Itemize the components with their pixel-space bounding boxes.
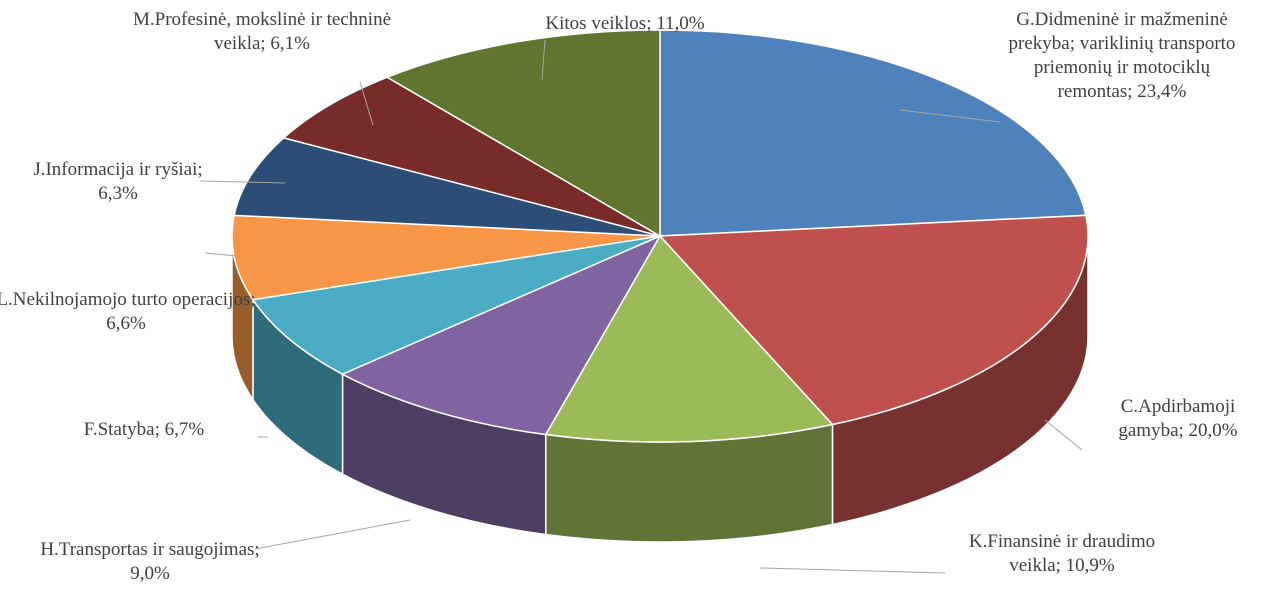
slice: [282, 76, 661, 237]
leader-line: [1044, 419, 1083, 451]
data-label: H.Transportas ir saugojimas; 9,0%: [40, 539, 260, 584]
slice: [659, 29, 1087, 237]
slice: [544, 234, 834, 443]
data-label: K.Finansinė ir draudimo veikla; 10,9%: [968, 531, 1156, 576]
slice: [658, 214, 1089, 426]
slice: [231, 214, 661, 301]
leader-line: [359, 81, 374, 126]
data-label: C.Apdirbamoji gamyba; 20,0%: [1118, 396, 1238, 441]
slice: [251, 235, 661, 375]
leader-line: [204, 252, 239, 257]
data-label: M.Profesinė, mokslinė ir techninė veikla…: [132, 9, 392, 54]
data-label: F.Statyba; 6,7%: [83, 419, 205, 440]
leader-line: [541, 39, 546, 81]
data-label: G.Didmeninė ir mažmeninė prekyba; varikl…: [1008, 9, 1236, 102]
leader-line: [199, 180, 286, 184]
leader-line: [759, 567, 946, 574]
leader-line: [254, 519, 411, 550]
data-label: J.Informacija ir ryšiai; 6,3%: [33, 159, 203, 204]
slice: [385, 29, 661, 238]
slice: [340, 234, 662, 436]
data-label: L.Nekilnojamojo turto operacijos; 6,6%: [0, 289, 256, 334]
slice: [233, 137, 661, 237]
data-label: Kitos veiklos; 11,0%: [545, 13, 705, 34]
leader-line: [899, 109, 1001, 123]
